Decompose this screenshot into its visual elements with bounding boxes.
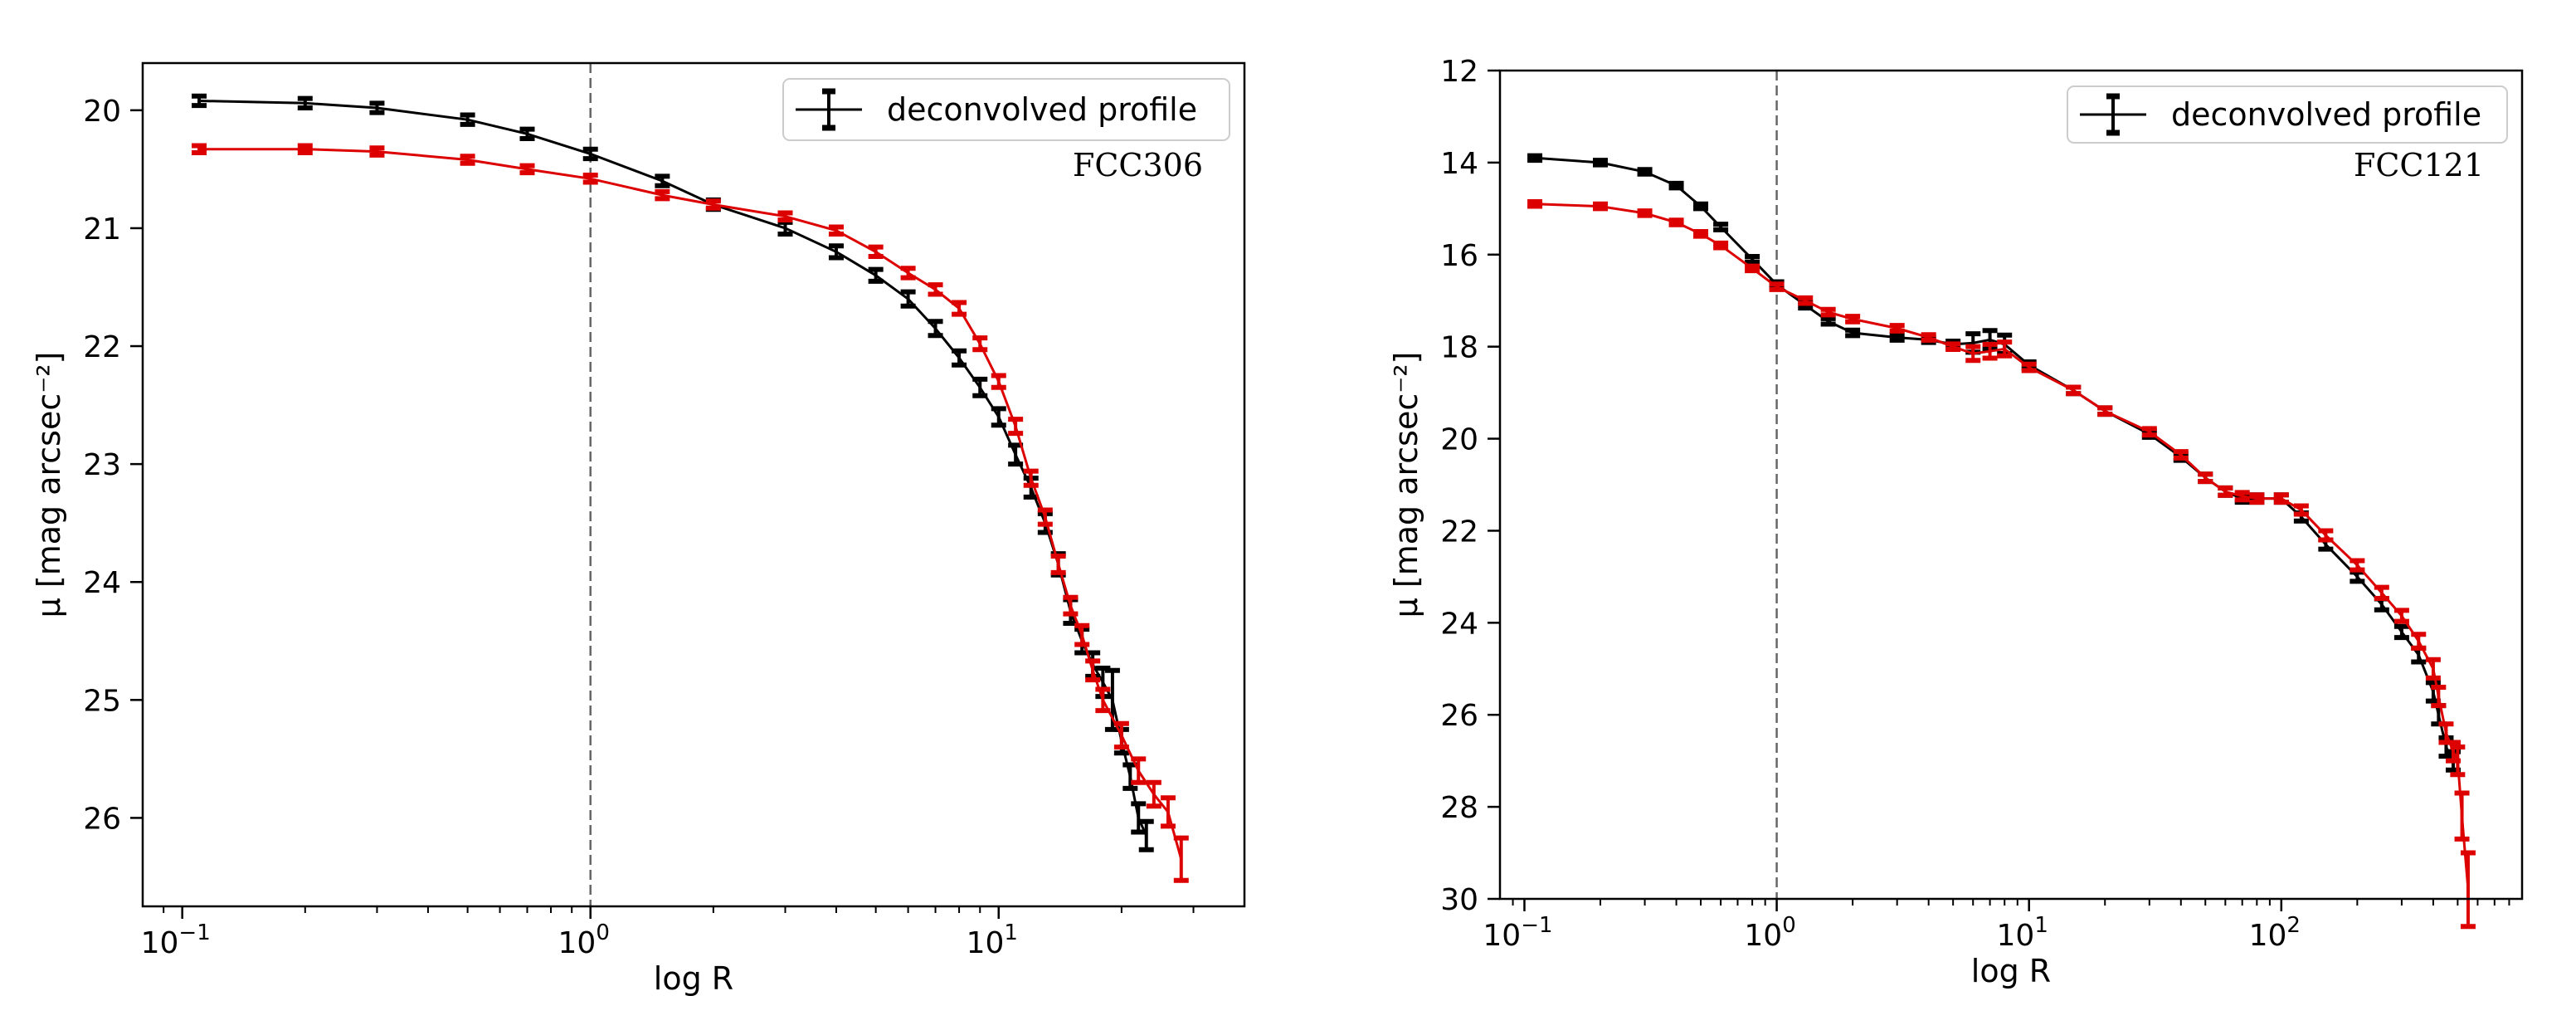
y-tick-label: 24 <box>83 566 121 600</box>
x-tick-base: 10 <box>558 926 597 960</box>
series-line-red <box>1535 203 2470 891</box>
x-tick-exponent: −1 <box>178 920 210 945</box>
galaxy-annotation: FCC306 <box>1073 147 1203 183</box>
y-tick-label: 20 <box>1440 423 1478 457</box>
x-tick-label: 10−1 <box>141 920 211 960</box>
y-axis-label: μ [mag arcsec⁻²] <box>1388 352 1424 618</box>
x-tick-base: 10 <box>2249 919 2287 953</box>
y-tick-label: 22 <box>1440 515 1478 549</box>
y-axis-label: μ [mag arcsec⁻²] <box>31 352 67 618</box>
x-tick-exponent: −1 <box>1521 913 1552 938</box>
galaxy-annotation: FCC121 <box>2354 147 2484 183</box>
x-tick-base: 10 <box>1744 919 1782 953</box>
legend-label: deconvolved profile <box>887 91 1197 128</box>
y-tick-label: 20 <box>83 95 121 129</box>
legend-box <box>782 78 1230 141</box>
legend-box <box>2067 85 2508 144</box>
y-tick-label: 24 <box>1440 607 1478 641</box>
x-tick-label: 101 <box>967 920 1018 960</box>
x-tick-exponent: 1 <box>1004 920 1018 945</box>
axes-frame <box>141 61 1246 908</box>
x-tick-label: 101 <box>1997 913 2048 953</box>
y-tick-label: 30 <box>1440 883 1478 917</box>
y-tick-label: 18 <box>1440 331 1478 365</box>
x-tick-base: 10 <box>1997 919 2035 953</box>
x-tick-label: 100 <box>1744 913 1795 953</box>
y-tick-label: 23 <box>83 448 121 482</box>
y-tick-label: 12 <box>1440 55 1478 89</box>
x-tick-exponent: 0 <box>1782 913 1796 938</box>
x-tick-label: 10−1 <box>1483 913 1552 953</box>
x-tick-base: 10 <box>1483 919 1521 953</box>
x-tick-exponent: 0 <box>596 920 610 945</box>
series-black <box>192 93 1154 852</box>
y-tick-label: 14 <box>1440 147 1478 181</box>
x-tick-exponent: 2 <box>2286 913 2301 938</box>
x-tick-base: 10 <box>141 926 179 960</box>
series-line-black <box>1534 156 2455 762</box>
y-tick-label: 22 <box>83 330 121 364</box>
series-red <box>1527 199 2476 930</box>
y-tick-label: 25 <box>83 684 121 718</box>
y-tick-label: 16 <box>1440 239 1478 273</box>
x-tick-label: 100 <box>558 920 610 960</box>
series-line-red <box>199 148 1183 860</box>
y-tick-label: 21 <box>83 212 121 247</box>
series-line-black <box>199 100 1148 837</box>
x-axis-label: log R <box>1971 953 2051 989</box>
y-tick-label: 26 <box>83 802 121 836</box>
x-axis-label: log R <box>654 960 733 997</box>
axes-frame <box>1498 69 2524 901</box>
x-tick-label: 102 <box>2249 913 2301 953</box>
legend-label: deconvolved profile <box>2171 96 2481 133</box>
y-tick-label: 26 <box>1440 699 1478 733</box>
series-black <box>1527 153 2461 773</box>
x-tick-exponent: 1 <box>2034 913 2048 938</box>
y-tick-label: 28 <box>1440 791 1478 825</box>
x-tick-base: 10 <box>967 926 1005 960</box>
series-red <box>192 143 1189 883</box>
